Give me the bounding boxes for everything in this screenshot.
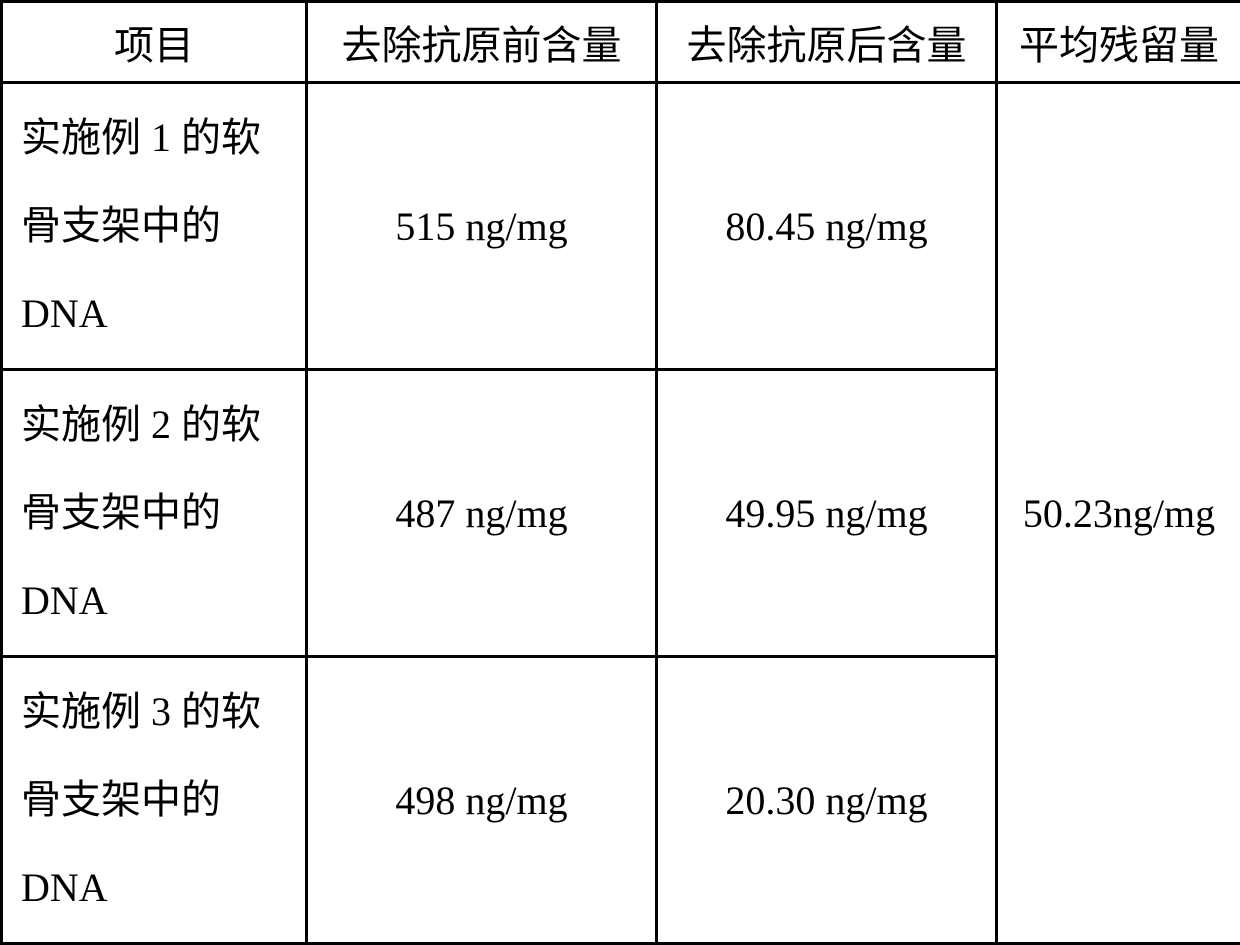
row-label-cell: 实施例 1 的软骨支架中的 DNA	[2, 83, 307, 370]
col-header-item: 项目	[2, 2, 307, 83]
row-label-cell: 实施例 2 的软骨支架中的 DNA	[2, 370, 307, 657]
row-label-cell: 实施例 3 的软骨支架中的 DNA	[2, 657, 307, 944]
col-header-before: 去除抗原前含量	[307, 2, 657, 83]
after-cell: 80.45 ng/mg	[657, 83, 997, 370]
before-value: 498 ng/mg	[395, 778, 567, 823]
col-header-label: 项目	[114, 23, 194, 68]
before-value: 487 ng/mg	[395, 491, 567, 536]
after-value: 20.30 ng/mg	[725, 778, 927, 823]
row-label-text: 实施例 1 的软骨支架中的 DNA	[21, 115, 261, 336]
after-value: 49.95 ng/mg	[725, 491, 927, 536]
col-header-label: 平均残留量	[1019, 23, 1219, 68]
col-header-label: 去除抗原前含量	[342, 23, 622, 68]
row-label-text: 实施例 2 的软骨支架中的 DNA	[21, 402, 261, 623]
before-cell: 487 ng/mg	[307, 370, 657, 657]
col-header-after: 去除抗原后含量	[657, 2, 997, 83]
before-cell: 515 ng/mg	[307, 83, 657, 370]
after-value: 80.45 ng/mg	[725, 204, 927, 249]
data-table: 项目 去除抗原前含量 去除抗原后含量 平均残留量 实施例 1 的软骨支架中的 D…	[0, 0, 1240, 945]
average-cell: 50.23ng/mg	[997, 83, 1240, 944]
before-value: 515 ng/mg	[395, 204, 567, 249]
average-value: 50.23ng/mg	[1023, 491, 1215, 536]
col-header-avg: 平均残留量	[997, 2, 1240, 83]
table-header-row: 项目 去除抗原前含量 去除抗原后含量 平均残留量	[2, 2, 1240, 83]
before-cell: 498 ng/mg	[307, 657, 657, 944]
after-cell: 49.95 ng/mg	[657, 370, 997, 657]
table-row: 实施例 1 的软骨支架中的 DNA 515 ng/mg 80.45 ng/mg …	[2, 83, 1240, 370]
row-label-text: 实施例 3 的软骨支架中的 DNA	[21, 689, 261, 910]
after-cell: 20.30 ng/mg	[657, 657, 997, 944]
col-header-label: 去除抗原后含量	[687, 23, 967, 68]
